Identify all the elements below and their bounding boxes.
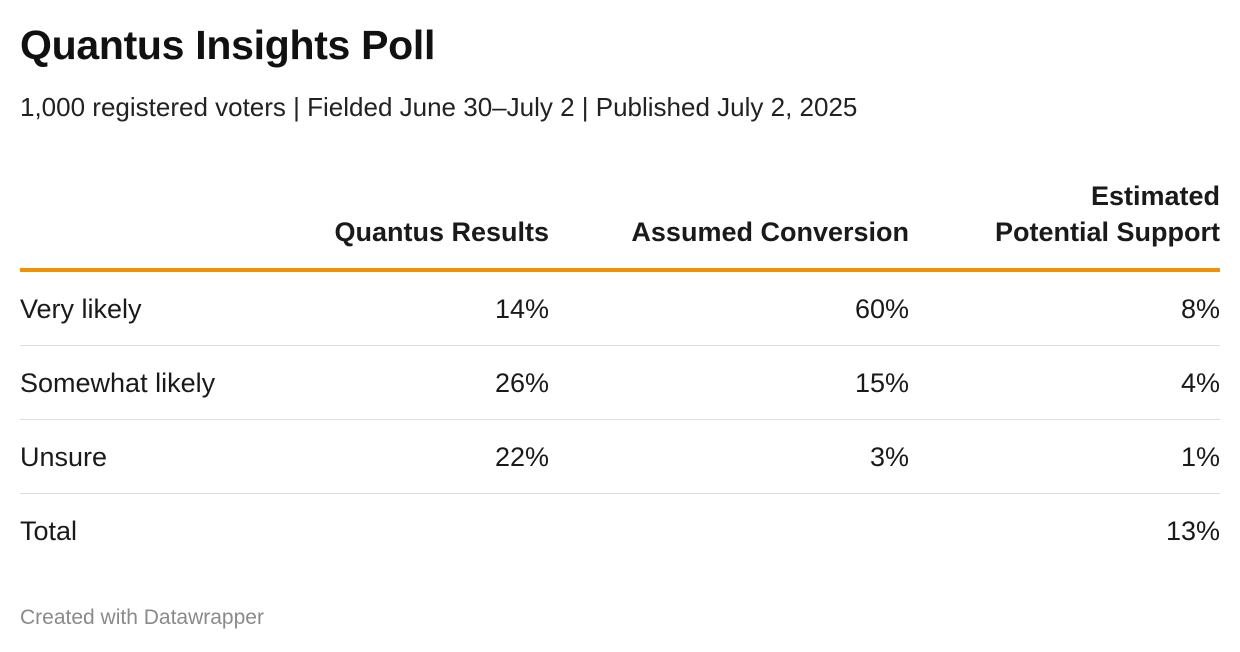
cell-estimated-potential-support: 4% xyxy=(1180,368,1220,398)
cell-estimated-potential-support: 13% xyxy=(1165,516,1220,546)
row-label: Unsure xyxy=(20,442,108,472)
row-label: Total xyxy=(20,516,78,546)
column-header-quantus-results: Quantus Results xyxy=(334,214,549,250)
column-header-assumed-conversion: Assumed Conversion xyxy=(631,214,909,250)
column-header-estimated-potential-support: Estimated Potential Support xyxy=(995,178,1220,250)
column-header-line: Quantus Results xyxy=(334,217,549,247)
table-row: Somewhat likely 26% 15% 4% xyxy=(20,346,1220,420)
table-header: Quantus Results Assumed Conversion Estim… xyxy=(20,178,1220,272)
chart-container: Quantus Insights Poll 1,000 registered v… xyxy=(20,0,1220,652)
cell-quantus-results: 22% xyxy=(494,442,549,472)
column-header-line: Assumed Conversion xyxy=(631,217,909,247)
table-row-total: Total 13% xyxy=(20,494,1220,567)
footer-credit: Created with Datawrapper xyxy=(20,606,264,629)
cell-quantus-results: 14% xyxy=(494,294,549,324)
row-label: Somewhat likely xyxy=(20,368,216,398)
data-table: Quantus Results Assumed Conversion Estim… xyxy=(20,178,1220,567)
cell-assumed-conversion: 3% xyxy=(869,442,909,472)
cell-assumed-conversion: 15% xyxy=(854,368,909,398)
cell-estimated-potential-support: 1% xyxy=(1180,442,1220,472)
cell-quantus-results: 26% xyxy=(494,368,549,398)
table-row: Very likely 14% 60% 8% xyxy=(20,272,1220,346)
cell-estimated-potential-support: 8% xyxy=(1180,294,1220,324)
column-header-line: Potential Support xyxy=(995,217,1220,247)
column-header-line: Estimated xyxy=(1090,181,1220,211)
table-row: Unsure 22% 3% 1% xyxy=(20,420,1220,494)
chart-subtitle: 1,000 registered voters | Fielded June 3… xyxy=(20,92,858,122)
cell-assumed-conversion: 60% xyxy=(854,294,909,324)
chart-title: Quantus Insights Poll xyxy=(20,22,436,68)
row-label: Very likely xyxy=(20,294,142,324)
